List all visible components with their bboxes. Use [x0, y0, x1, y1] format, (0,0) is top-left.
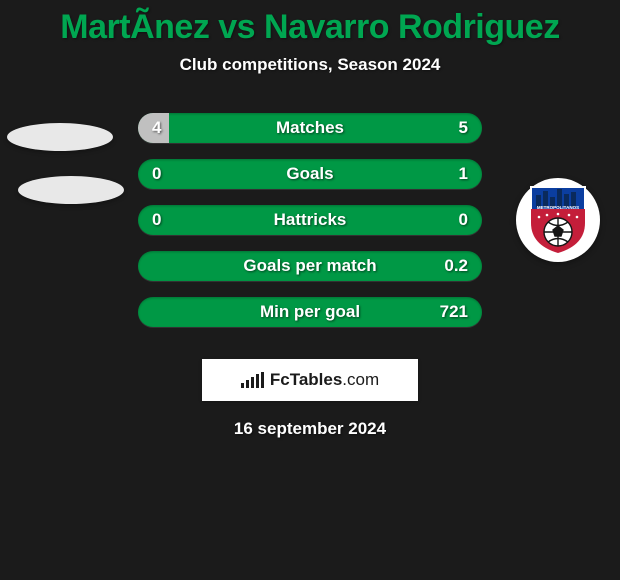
logo-text-light: .com [342, 370, 379, 389]
stat-row: Goals per match 0.2 [0, 243, 620, 289]
stat-row: 4 Matches 5 [0, 105, 620, 151]
comparison-title: MartÃ­nez vs Navarro Rodriguez [0, 8, 620, 47]
stat-value-right: 0.2 [444, 256, 468, 276]
stat-value-right: 1 [459, 164, 468, 184]
stat-value-right: 0 [459, 210, 468, 230]
stat-value-left: 4 [152, 118, 161, 138]
infographic-container: MartÃ­nez vs Navarro Rodriguez Club comp… [0, 0, 620, 580]
stat-value-right: 5 [459, 118, 468, 138]
stat-value-right: 721 [440, 302, 468, 322]
stat-rows: 4 Matches 5 0 Goals 1 0 Hattricks 0 Goals per mat… [0, 105, 620, 335]
stat-row: 0 Goals 1 [0, 151, 620, 197]
stat-row: Min per goal 721 [0, 289, 620, 335]
stat-pill: 0 Hattricks 0 [138, 205, 482, 235]
stat-value-left: 0 [152, 164, 161, 184]
logo-text-bold: FcTables [270, 370, 342, 389]
stat-pill: Goals per match 0.2 [138, 251, 482, 281]
stat-value-left: 0 [152, 210, 161, 230]
stat-label: Min per goal [260, 302, 360, 322]
stat-pill: 4 Matches 5 [138, 113, 482, 143]
barchart-icon [241, 372, 264, 388]
stat-row: 0 Hattricks 0 [0, 197, 620, 243]
stat-pill: 0 Goals 1 [138, 159, 482, 189]
date-label: 16 september 2024 [0, 419, 620, 439]
fctables-logo: FcTables.com [241, 370, 379, 390]
stat-pill: Min per goal 721 [138, 297, 482, 327]
subtitle: Club competitions, Season 2024 [0, 55, 620, 75]
stat-label: Goals [286, 164, 333, 184]
stat-label: Matches [276, 118, 344, 138]
stat-label: Hattricks [274, 210, 347, 230]
stat-label: Goals per match [243, 256, 376, 276]
fctables-logo-box: FcTables.com [202, 359, 418, 401]
